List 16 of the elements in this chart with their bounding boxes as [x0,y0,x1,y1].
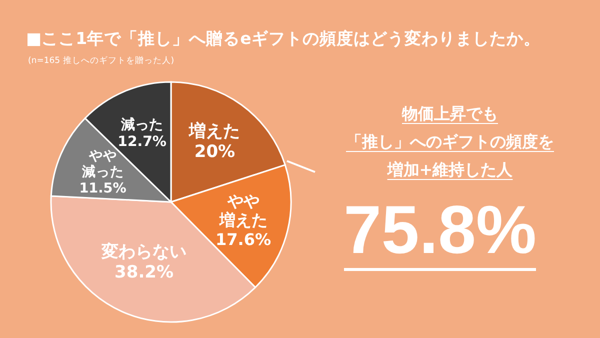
data-label: 11.5% [79,180,127,197]
chart-title: ■ここ1年で「推し」へ贈るeギフトの頻度はどう変わりましたか。 [26,28,540,50]
data-label: 38.2% [114,262,174,282]
chart-subtitle: (n=165 推しへのギフトを贈った人) [28,55,174,67]
text: 75.8% [344,192,536,271]
slice-label: 変わらない [100,242,187,262]
slice-label: 減った [120,116,164,133]
text: 物価上昇でも [402,104,498,123]
slice-label: 増えた [188,120,240,142]
data-label: 12.7% [118,134,167,150]
text: 増加+維持した人 [387,160,513,179]
data-label: 17.6% [215,229,272,248]
slice-label: やや減った [80,148,124,180]
data-label: 20% [194,142,236,162]
slice-label: やや増えた [218,190,268,230]
text: 「推し」へのギフトの頻度を [346,132,554,151]
